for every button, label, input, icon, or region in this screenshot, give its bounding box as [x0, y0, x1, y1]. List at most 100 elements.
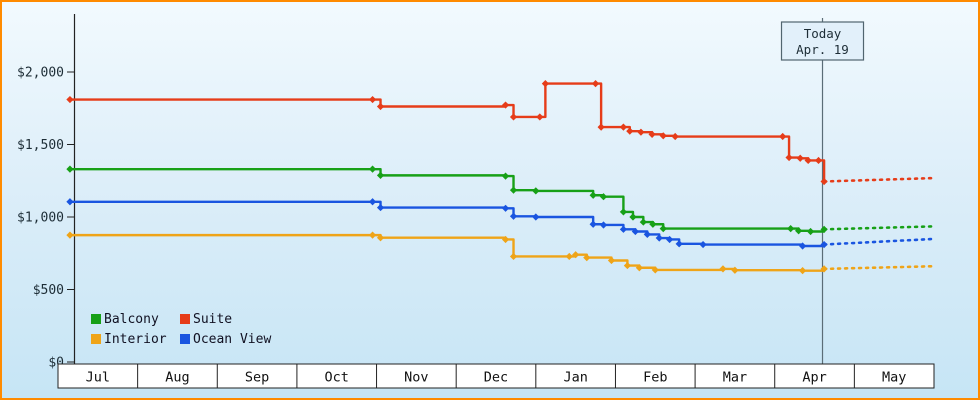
data-point-marker — [671, 132, 679, 141]
month-axis-band — [57, 363, 935, 389]
legend-swatch-interior — [91, 334, 101, 344]
month-label: Jul — [86, 370, 110, 386]
data-point-marker — [597, 123, 605, 131]
month-label: May — [882, 370, 906, 386]
data-point-marker — [376, 171, 385, 179]
data-point-marker — [637, 128, 645, 136]
month-label: Sep — [245, 370, 269, 386]
data-point-marker — [509, 113, 518, 121]
series-balcony — [66, 165, 933, 236]
data-point-marker — [572, 251, 580, 259]
data-point-marker — [376, 234, 385, 242]
data-point-marker — [536, 113, 544, 121]
legend-label-ocean-view: Ocean View — [193, 332, 271, 347]
data-point-marker — [785, 153, 793, 162]
series-forecast-balcony — [822, 225, 933, 231]
series-forecast-interior — [822, 264, 933, 271]
data-point-marker — [820, 265, 828, 273]
data-point-marker — [599, 221, 608, 229]
data-point-marker — [66, 95, 74, 104]
legend: Balcony Suite Interior Ocean View — [91, 312, 271, 347]
data-point-marker — [629, 213, 637, 221]
series-line-balcony — [68, 167, 826, 233]
data-point-marker — [787, 225, 795, 233]
month-label: Aug — [165, 370, 189, 386]
series-line-suite — [68, 82, 826, 183]
data-point-marker — [368, 165, 377, 173]
data-point-marker — [583, 254, 591, 262]
data-point-marker — [376, 102, 385, 111]
data-point-marker — [66, 198, 74, 206]
data-point-marker — [648, 130, 656, 138]
data-point-marker — [599, 193, 608, 201]
legend-item-interior: Interior — [91, 332, 167, 347]
data-point-marker — [814, 156, 823, 165]
data-point-marker — [799, 242, 807, 250]
data-point-marker — [699, 240, 707, 249]
data-point-marker — [666, 235, 674, 244]
data-point-marker — [655, 234, 663, 242]
data-point-marker — [368, 231, 377, 239]
data-point-marker — [820, 240, 828, 249]
data-point-marker — [589, 220, 597, 228]
data-point-marker — [501, 101, 510, 109]
today-label-line2: Apr. 19 — [796, 42, 849, 57]
data-point-marker — [532, 213, 540, 221]
data-point-marker — [509, 212, 518, 220]
month-label: Oct — [325, 370, 349, 386]
data-point-marker — [501, 204, 510, 212]
data-point-marker — [591, 80, 600, 88]
data-point-marker — [368, 95, 377, 104]
data-point-marker — [719, 265, 727, 273]
legend-label-balcony: Balcony — [104, 312, 159, 327]
series-forecast-ocean-view — [822, 237, 933, 246]
legend-swatch-suite — [180, 314, 190, 324]
y-tick-label: $2,000 — [17, 66, 64, 81]
data-point-marker — [532, 187, 540, 195]
legend-swatch-ocean-view — [180, 334, 190, 344]
data-point-marker — [368, 198, 377, 206]
today-label-line1: Today — [804, 26, 842, 41]
today-label-box — [780, 21, 865, 61]
data-point-marker — [635, 264, 643, 272]
data-point-marker — [631, 227, 639, 236]
month-label: Dec — [484, 370, 508, 386]
data-point-marker — [607, 256, 616, 265]
series-line-ocean-view — [68, 200, 826, 248]
data-point-marker — [779, 132, 787, 141]
legend-label-suite: Suite — [193, 312, 232, 327]
y-axis-labels: $0$500$1,000$1,500$2,000 — [17, 66, 74, 371]
data-point-marker — [619, 225, 628, 233]
month-label: Nov — [404, 370, 428, 386]
month-label: Jan — [563, 370, 587, 386]
data-point-marker — [623, 261, 631, 270]
data-point-marker — [619, 208, 628, 216]
data-point-marker — [649, 220, 657, 228]
y-tick-label: $1,500 — [17, 138, 64, 153]
series-interior — [66, 231, 933, 275]
legend-label-interior: Interior — [104, 332, 167, 347]
data-point-marker — [66, 231, 74, 239]
legend-item-ocean-view: Ocean View — [180, 332, 271, 347]
series-ocean-view — [66, 198, 933, 250]
data-point-marker — [675, 240, 683, 248]
data-point-marker — [66, 165, 74, 173]
data-point-marker — [509, 186, 518, 194]
series-line-interior — [68, 233, 826, 272]
month-label: Apr — [802, 370, 826, 386]
data-point-marker — [806, 227, 815, 236]
data-point-marker — [619, 123, 628, 131]
legend-item-balcony: Balcony — [91, 312, 159, 327]
data-point-marker — [820, 225, 828, 233]
data-point-marker — [799, 267, 807, 275]
data-point-marker — [643, 230, 651, 238]
legend-swatch-balcony — [91, 314, 101, 324]
data-point-marker — [509, 252, 518, 261]
data-point-marker — [651, 266, 659, 274]
data-point-marker — [589, 191, 597, 199]
series-forecast-suite — [822, 176, 933, 183]
data-point-marker — [804, 156, 812, 165]
data-point-marker — [541, 80, 549, 88]
data-point-marker — [376, 203, 385, 212]
